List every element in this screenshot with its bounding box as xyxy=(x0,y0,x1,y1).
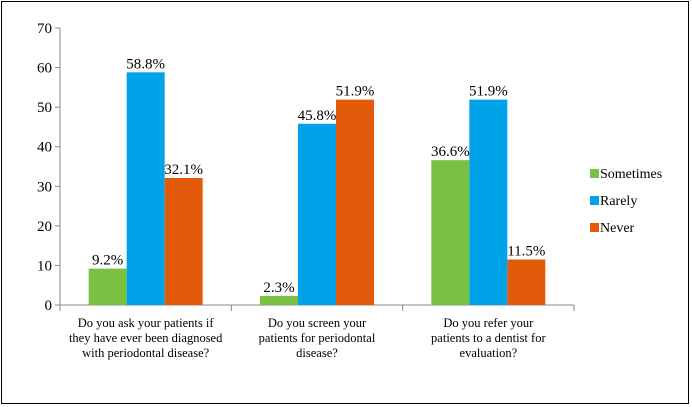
y-tick-label: 60 xyxy=(37,61,52,77)
category-label: they have ever been diagnosed xyxy=(69,331,223,345)
bar-sometimes xyxy=(260,295,298,305)
bar-never xyxy=(336,99,374,305)
bar-rarely xyxy=(469,99,508,305)
bar-rarely xyxy=(126,72,165,305)
y-tick-label: 30 xyxy=(37,179,52,195)
legend-swatch-never xyxy=(590,223,599,232)
y-tick-label: 20 xyxy=(37,219,52,235)
legend-label-sometimes: Sometimes xyxy=(600,167,662,182)
legend-label-never: Never xyxy=(600,221,635,236)
y-tick-label: 70 xyxy=(37,21,52,37)
data-label: 36.6% xyxy=(431,144,470,160)
category-label: patients for periodontal xyxy=(259,331,376,345)
y-tick-label: 50 xyxy=(37,100,52,116)
data-label: 45.8% xyxy=(298,108,337,124)
bar-never xyxy=(507,259,546,305)
legend-swatch-rarely xyxy=(590,196,599,205)
y-tick-label: 10 xyxy=(37,258,52,274)
data-label: 11.5% xyxy=(507,243,545,259)
data-label: 32.1% xyxy=(164,162,203,178)
category-label: patients to a dentist for xyxy=(431,331,546,345)
legend-swatch-sometimes xyxy=(590,169,599,178)
data-label: 58.8% xyxy=(126,56,165,72)
data-label: 2.3% xyxy=(263,280,294,296)
category-label: disease? xyxy=(296,346,338,360)
bar-sometimes xyxy=(88,268,127,305)
data-label: 51.9% xyxy=(336,84,375,100)
y-tick-label: 40 xyxy=(37,140,52,156)
legend-label-rarely: Rarely xyxy=(600,194,637,209)
bar-sometimes xyxy=(431,160,470,305)
bar-never xyxy=(164,177,203,305)
category-label: Do you refer your xyxy=(443,316,534,330)
data-label: 51.9% xyxy=(469,84,508,100)
data-label: 9.2% xyxy=(92,253,123,269)
category-label: with periodontal disease? xyxy=(82,346,209,360)
bar-rarely xyxy=(298,123,336,306)
category-label: evaluation? xyxy=(460,346,518,360)
y-tick-label: 0 xyxy=(45,298,53,314)
category-label: Do you ask your patients if xyxy=(78,316,215,330)
category-label: Do you screen your xyxy=(268,316,367,330)
